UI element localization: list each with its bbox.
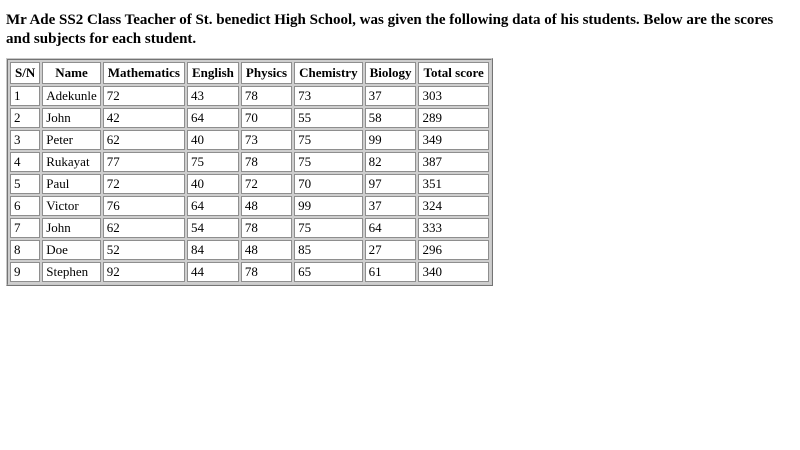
cell-name: John bbox=[42, 108, 101, 128]
column-header-name: Name bbox=[42, 62, 101, 84]
cell-english: 54 bbox=[186, 218, 239, 238]
cell-name: Rukayat bbox=[42, 152, 101, 172]
cell-s-n: 5 bbox=[10, 174, 41, 194]
cell-mathematics: 62 bbox=[102, 130, 185, 150]
cell-chemistry: 99 bbox=[294, 196, 363, 216]
cell-name: Stephen bbox=[42, 262, 101, 282]
table-row: 7 John 62 54 78 75 64 333 bbox=[10, 218, 489, 238]
cell-name: Adekunle bbox=[42, 86, 101, 106]
table-header: S/N Name Mathematics English Physics Chemistr… bbox=[10, 62, 489, 84]
page-title: Mr Ade SS2 Class Teacher of St. benedict… bbox=[6, 12, 774, 47]
cell-chemistry: 55 bbox=[294, 108, 363, 128]
table-row: 2 John 42 64 70 55 58 289 bbox=[10, 108, 489, 128]
cell-name: Paul bbox=[42, 174, 101, 194]
cell-biology: 37 bbox=[364, 86, 417, 106]
cell-biology: 99 bbox=[364, 130, 417, 150]
cell-english: 40 bbox=[186, 130, 239, 150]
cell-mathematics: 72 bbox=[102, 86, 185, 106]
table-row: 6 Victor 76 64 48 99 37 324 bbox=[10, 196, 489, 216]
cell-mathematics: 77 bbox=[102, 152, 185, 172]
cell-physics: 78 bbox=[240, 152, 293, 172]
cell-s-n: 1 bbox=[10, 86, 41, 106]
cell-total-score: 340 bbox=[418, 262, 489, 282]
cell-physics: 78 bbox=[240, 218, 293, 238]
cell-biology: 58 bbox=[364, 108, 417, 128]
cell-english: 64 bbox=[186, 196, 239, 216]
cell-physics: 78 bbox=[240, 262, 293, 282]
cell-mathematics: 52 bbox=[102, 240, 185, 260]
cell-english: 44 bbox=[186, 262, 239, 282]
table-row: 5 Paul 72 40 72 70 97 351 bbox=[10, 174, 489, 194]
cell-total-score: 349 bbox=[418, 130, 489, 150]
table-row: 3 Peter 62 40 73 75 99 349 bbox=[10, 130, 489, 150]
cell-total-score: 296 bbox=[418, 240, 489, 260]
cell-chemistry: 85 bbox=[294, 240, 363, 260]
cell-biology: 27 bbox=[364, 240, 417, 260]
cell-chemistry: 75 bbox=[294, 218, 363, 238]
cell-chemistry: 73 bbox=[294, 86, 363, 106]
cell-s-n: 6 bbox=[10, 196, 41, 216]
student-scores-table: S/N Name Mathematics English Physics Chemistr… bbox=[6, 58, 493, 286]
cell-english: 40 bbox=[186, 174, 239, 194]
table-row: 1 Adekunle 72 43 78 73 37 303 bbox=[10, 86, 489, 106]
cell-total-score: 303 bbox=[418, 86, 489, 106]
cell-total-score: 289 bbox=[418, 108, 489, 128]
cell-s-n: 9 bbox=[10, 262, 41, 282]
cell-biology: 64 bbox=[364, 218, 417, 238]
column-header-biology: Biology bbox=[364, 62, 417, 84]
cell-english: 43 bbox=[186, 86, 239, 106]
table-row: 9 Stephen 92 44 78 65 61 340 bbox=[10, 262, 489, 282]
cell-physics: 73 bbox=[240, 130, 293, 150]
column-header-physics: Physics bbox=[240, 62, 293, 84]
cell-physics: 72 bbox=[240, 174, 293, 194]
cell-chemistry: 70 bbox=[294, 174, 363, 194]
cell-chemistry: 75 bbox=[294, 152, 363, 172]
cell-chemistry: 65 bbox=[294, 262, 363, 282]
cell-physics: 70 bbox=[240, 108, 293, 128]
cell-biology: 97 bbox=[364, 174, 417, 194]
cell-name: Doe bbox=[42, 240, 101, 260]
cell-s-n: 7 bbox=[10, 218, 41, 238]
table-body: 1 Adekunle 72 43 78 73 37 303 2 John 42 64 70 55 58 289… bbox=[10, 86, 489, 282]
table-header-row: S/N Name Mathematics English Physics Chemistr… bbox=[10, 62, 489, 84]
cell-mathematics: 42 bbox=[102, 108, 185, 128]
column-header-english: English bbox=[186, 62, 239, 84]
cell-s-n: 2 bbox=[10, 108, 41, 128]
cell-english: 64 bbox=[186, 108, 239, 128]
cell-name: John bbox=[42, 218, 101, 238]
cell-total-score: 324 bbox=[418, 196, 489, 216]
table-row: 8 Doe 52 84 48 85 27 296 bbox=[10, 240, 489, 260]
cell-total-score: 333 bbox=[418, 218, 489, 238]
cell-physics: 78 bbox=[240, 86, 293, 106]
cell-name: Peter bbox=[42, 130, 101, 150]
cell-biology: 37 bbox=[364, 196, 417, 216]
cell-name: Victor bbox=[42, 196, 101, 216]
cell-s-n: 4 bbox=[10, 152, 41, 172]
cell-total-score: 387 bbox=[418, 152, 489, 172]
cell-english: 84 bbox=[186, 240, 239, 260]
cell-mathematics: 62 bbox=[102, 218, 185, 238]
table-row: 4 Rukayat 77 75 78 75 82 387 bbox=[10, 152, 489, 172]
column-header-chemistry: Chemistry bbox=[294, 62, 363, 84]
cell-biology: 82 bbox=[364, 152, 417, 172]
column-header-total-score: Total score bbox=[418, 62, 489, 84]
cell-english: 75 bbox=[186, 152, 239, 172]
column-header-s-n: S/N bbox=[10, 62, 41, 84]
cell-s-n: 8 bbox=[10, 240, 41, 260]
cell-chemistry: 75 bbox=[294, 130, 363, 150]
cell-mathematics: 92 bbox=[102, 262, 185, 282]
cell-physics: 48 bbox=[240, 196, 293, 216]
column-header-mathematics: Mathematics bbox=[102, 62, 185, 84]
cell-total-score: 351 bbox=[418, 174, 489, 194]
cell-mathematics: 76 bbox=[102, 196, 185, 216]
cell-s-n: 3 bbox=[10, 130, 41, 150]
cell-mathematics: 72 bbox=[102, 174, 185, 194]
document-page: Mr Ade SS2 Class Teacher of St. benedict… bbox=[6, 12, 774, 286]
cell-physics: 48 bbox=[240, 240, 293, 260]
cell-biology: 61 bbox=[364, 262, 417, 282]
